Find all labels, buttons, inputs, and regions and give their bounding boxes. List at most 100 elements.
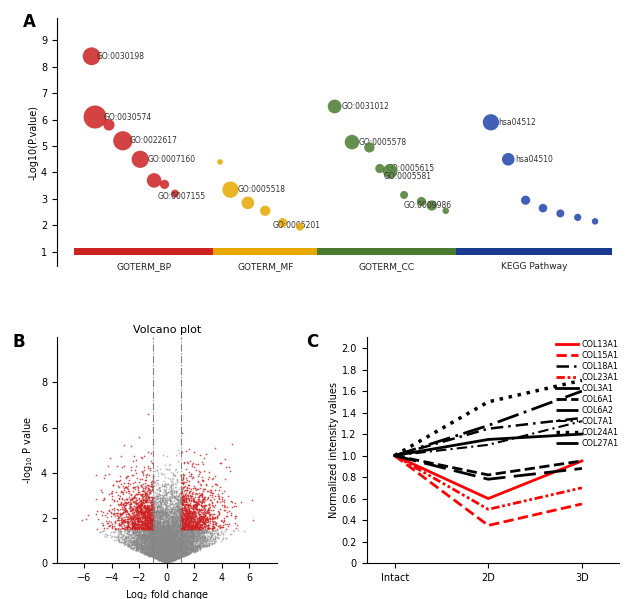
- Point: [216, 526, 226, 536]
- Point: [127, 525, 137, 534]
- Point: [149, 527, 159, 537]
- Point: [200, 505, 210, 515]
- Point: [141, 530, 151, 539]
- Point: [133, 482, 143, 492]
- Point: [117, 523, 127, 533]
- Point: [104, 489, 114, 499]
- Point: [162, 535, 172, 544]
- Point: [157, 539, 167, 549]
- Point: [143, 545, 154, 555]
- Point: [147, 522, 157, 531]
- Point: [159, 522, 169, 531]
- Point: [190, 531, 200, 541]
- Point: [153, 516, 163, 526]
- Point: [154, 545, 164, 555]
- Point: [157, 491, 167, 501]
- Point: [123, 537, 133, 547]
- Point: [195, 518, 205, 527]
- Point: [177, 541, 187, 551]
- Point: [170, 519, 180, 528]
- Point: [161, 510, 171, 520]
- Point: [230, 512, 240, 521]
- Point: [153, 546, 163, 555]
- Point: [171, 550, 181, 559]
- Point: [92, 524, 102, 534]
- Point: [135, 514, 145, 524]
- Text: A: A: [23, 13, 36, 31]
- Point: [153, 532, 163, 541]
- Point: [163, 501, 173, 510]
- Point: [161, 490, 171, 500]
- Point: [162, 519, 173, 528]
- Point: [180, 522, 190, 532]
- Point: [152, 491, 162, 501]
- Point: [133, 529, 143, 539]
- Point: [127, 520, 137, 530]
- Point: [190, 508, 200, 518]
- Point: [175, 521, 185, 530]
- Point: [178, 549, 188, 559]
- Point: [153, 552, 163, 561]
- Point: [172, 544, 182, 553]
- Point: [164, 522, 174, 532]
- Point: [172, 519, 182, 528]
- Point: [168, 555, 178, 565]
- Point: [160, 536, 170, 546]
- Point: [107, 522, 117, 531]
- Point: [114, 476, 124, 486]
- Point: [176, 509, 186, 519]
- Point: [141, 515, 151, 525]
- Point: [201, 525, 211, 534]
- Point: [154, 531, 164, 541]
- Point: [157, 527, 167, 536]
- Point: [132, 489, 142, 499]
- Point: [173, 539, 183, 548]
- Point: [167, 515, 177, 525]
- Point: [125, 530, 135, 540]
- Point: [169, 546, 179, 555]
- Point: [155, 491, 165, 500]
- Point: [208, 506, 218, 515]
- Point: [154, 511, 164, 521]
- Point: [181, 529, 191, 539]
- Point: [157, 530, 167, 539]
- Point: [166, 480, 176, 489]
- Point: [145, 477, 155, 487]
- Point: [152, 534, 162, 544]
- Point: [189, 535, 199, 544]
- Point: [156, 547, 166, 556]
- Point: [161, 534, 171, 544]
- Point: [147, 530, 157, 539]
- Point: [150, 519, 161, 529]
- Point: [179, 544, 190, 554]
- Point: [142, 535, 152, 544]
- Point: [186, 513, 196, 522]
- Point: [148, 533, 158, 543]
- Point: [140, 547, 150, 557]
- Point: [192, 536, 202, 545]
- Point: [160, 555, 170, 564]
- Point: [194, 518, 204, 528]
- Point: [185, 533, 195, 543]
- Point: [153, 539, 163, 549]
- Point: [134, 501, 144, 510]
- Point: [147, 504, 157, 513]
- Point: [173, 527, 183, 537]
- Point: [128, 510, 138, 520]
- Point: [159, 520, 169, 530]
- Point: [137, 545, 147, 555]
- Point: [169, 528, 179, 538]
- Point: [178, 530, 188, 539]
- Point: [161, 550, 171, 559]
- Point: [164, 525, 174, 535]
- Point: [197, 529, 207, 539]
- Point: [153, 519, 163, 528]
- Point: [178, 517, 188, 527]
- Point: [162, 528, 173, 537]
- Point: [144, 525, 154, 534]
- Point: [171, 491, 181, 500]
- Point: [165, 549, 175, 558]
- Point: [177, 521, 187, 530]
- Point: [168, 535, 178, 544]
- Point: [158, 550, 168, 560]
